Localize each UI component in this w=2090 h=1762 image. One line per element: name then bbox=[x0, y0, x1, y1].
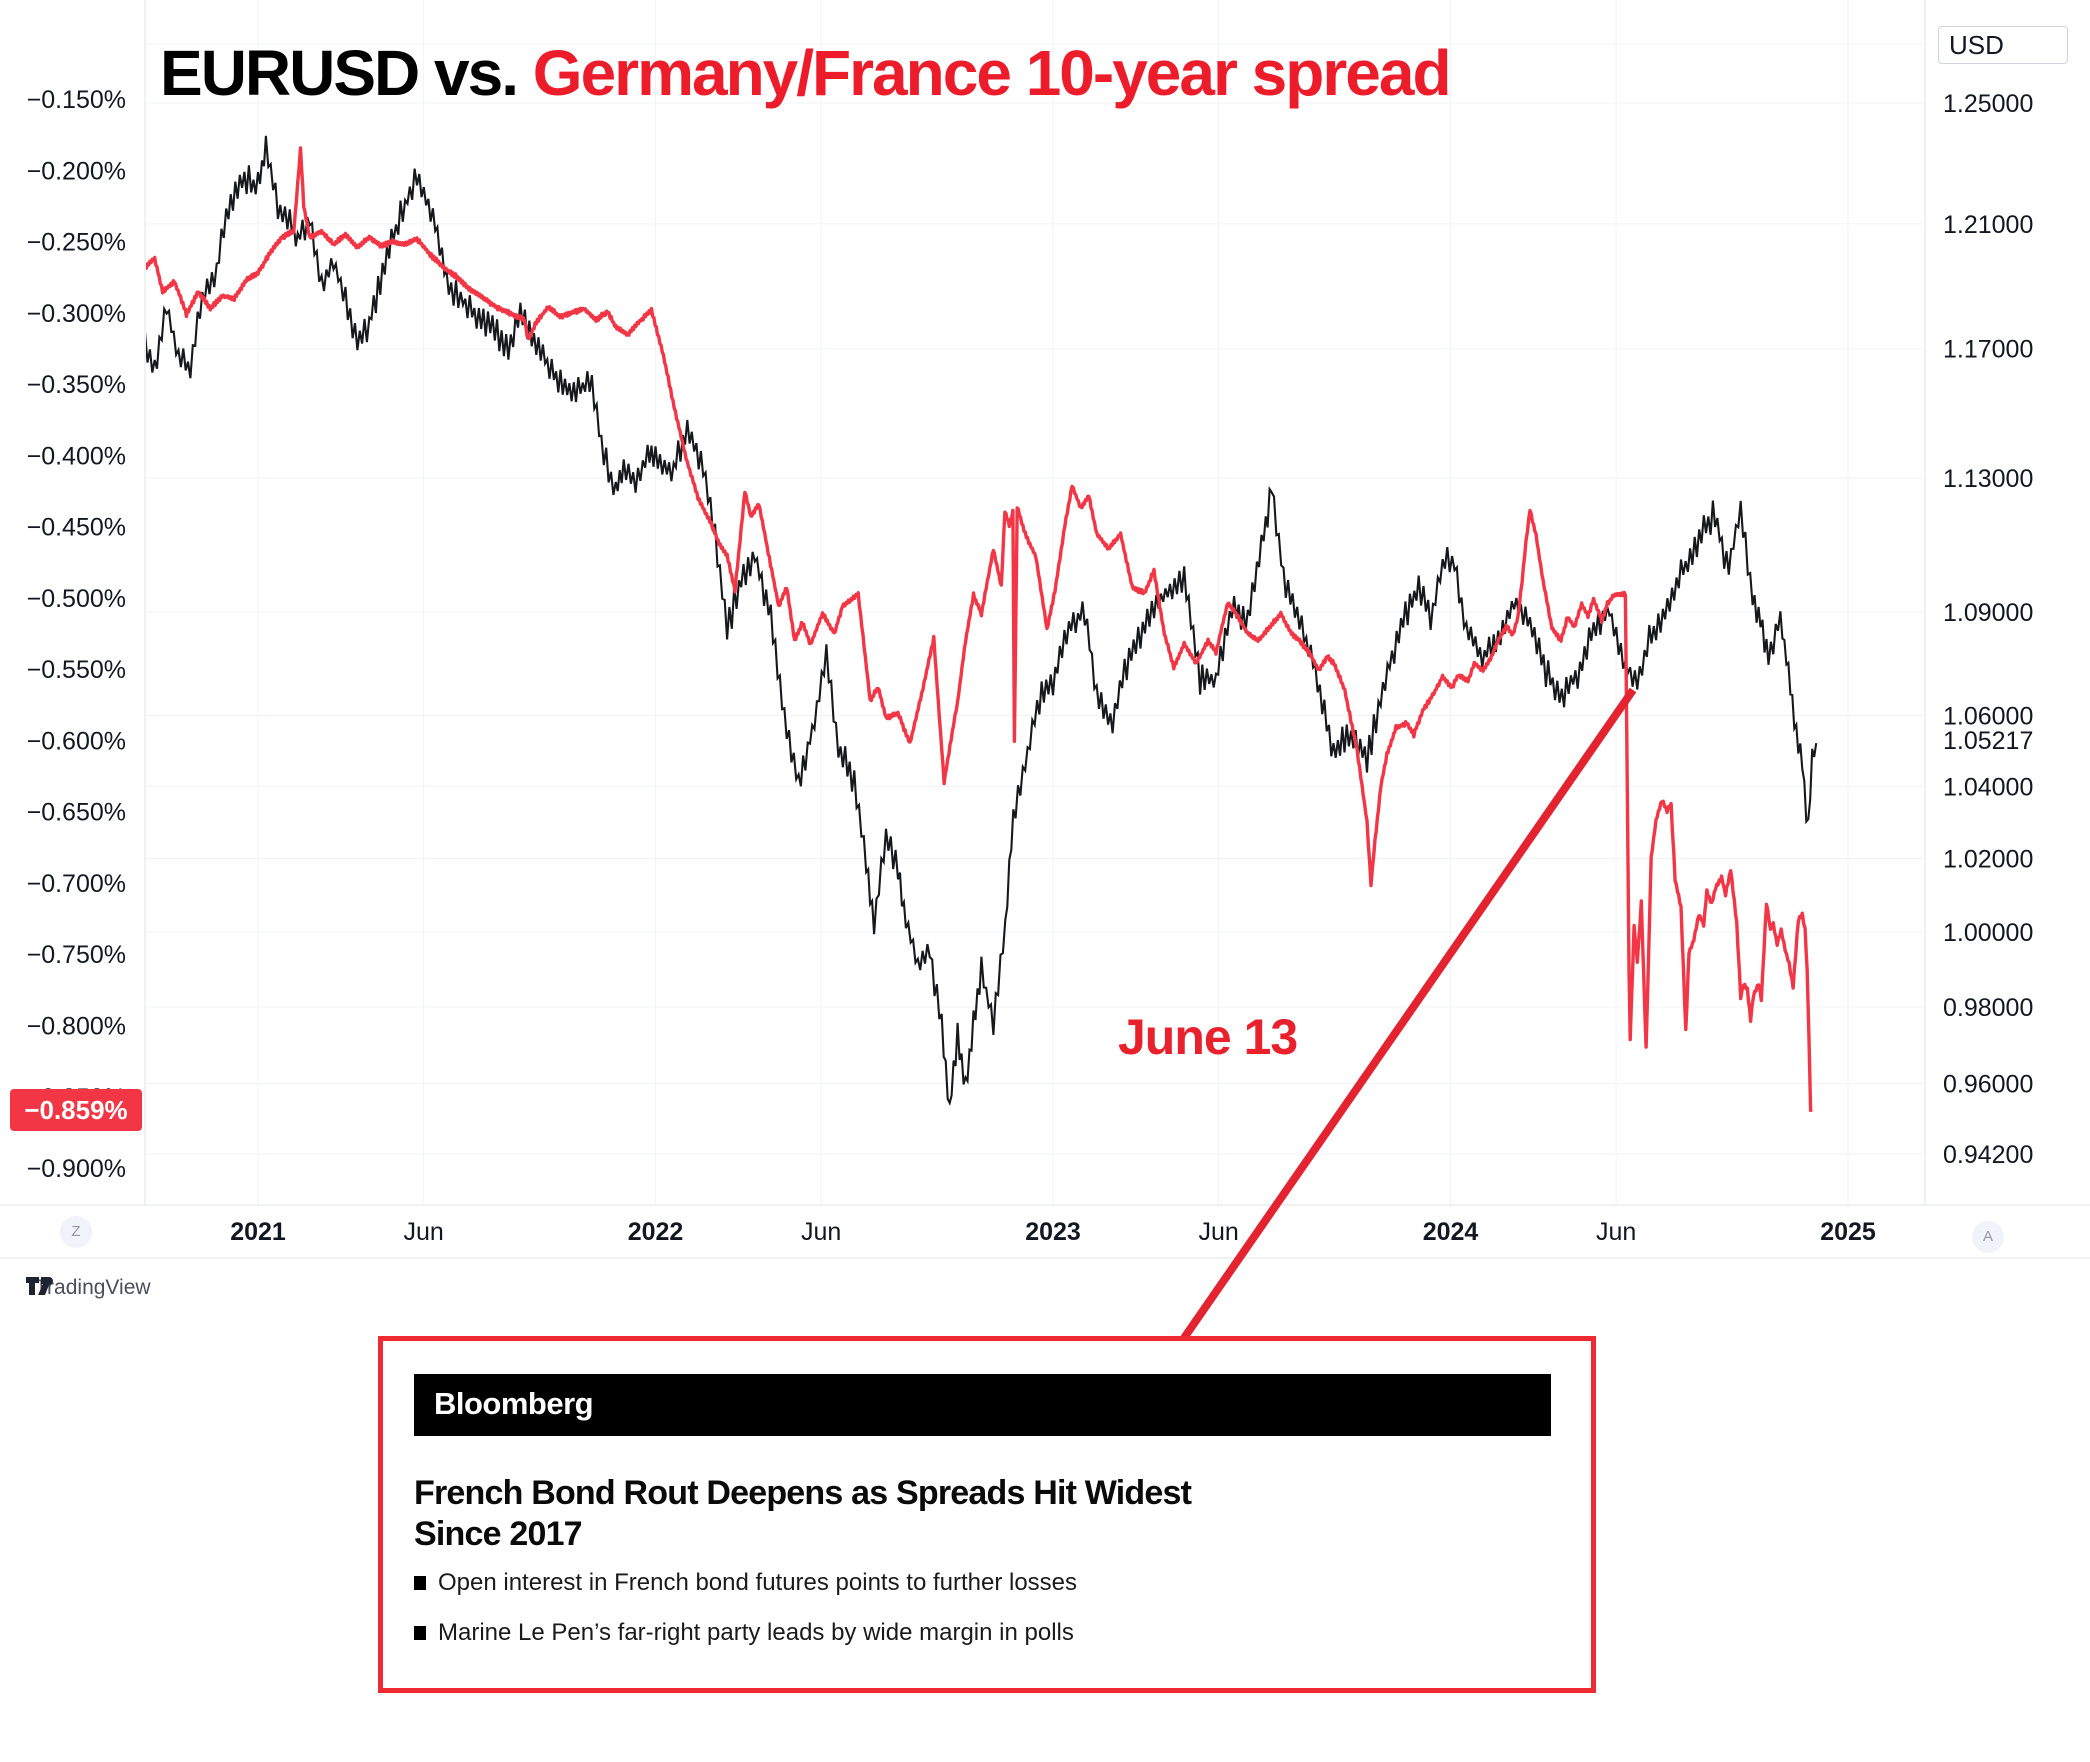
x-axis-tick-label[interactable]: Jun bbox=[403, 1218, 443, 1246]
news-headline[interactable]: French Bond Rout Deepens as Spreads Hit … bbox=[414, 1473, 1192, 1555]
left-axis-tick-label[interactable]: −0.700% bbox=[27, 870, 126, 898]
x-axis-tick-label[interactable]: 2022 bbox=[628, 1218, 684, 1246]
price-chart-canvas[interactable]: −0.150% −0.200% −0.250% −0.300% −0.350% −0.40… bbox=[0, 0, 2090, 1300]
right-axis-tick-label[interactable]: 0.98000 bbox=[1943, 994, 2033, 1022]
chart-title-compare: Germany/France 10-year spread bbox=[532, 37, 1452, 109]
eurusd-series-line[interactable] bbox=[145, 135, 1818, 1107]
bloomberg-news-callout[interactable]: Bloomberg French Bond Rout Deepens as Sp… bbox=[378, 1336, 1596, 1693]
bloomberg-brand-bar: Bloomberg bbox=[414, 1374, 1551, 1436]
spread-value-badge: −0.859% bbox=[10, 1088, 142, 1131]
left-axis-tick-label[interactable]: −0.550% bbox=[27, 656, 126, 684]
right-axis-tick-label[interactable]: 0.96000 bbox=[1943, 1071, 2033, 1099]
right-axis-tick-label[interactable]: 1.06000 bbox=[1943, 703, 2033, 731]
x-axis-tick-label[interactable]: Jun bbox=[1596, 1218, 1636, 1246]
right-axis-tick-label[interactable]: 1.02000 bbox=[1943, 845, 2033, 873]
left-axis-tick-label[interactable]: −0.450% bbox=[27, 514, 126, 542]
right-axis-tick-label[interactable]: 1.09000 bbox=[1943, 599, 2033, 627]
currency-label-box[interactable]: USD bbox=[1938, 26, 2068, 64]
june13-annotation-label: June 13 bbox=[1118, 1009, 1298, 1065]
news-bullet-item: Open interest in French bond futures poi… bbox=[414, 1569, 1077, 1597]
square-bullet-icon bbox=[414, 1576, 426, 1590]
news-bullet-item: Marine Le Pen’s far-right party leads by… bbox=[414, 1619, 1077, 1647]
june13-annotation-line bbox=[1180, 687, 1637, 1341]
x-axis-tick-label[interactable]: 2023 bbox=[1025, 1218, 1081, 1246]
right-axis-tick-label[interactable]: 1.25000 bbox=[1943, 90, 2033, 118]
news-bullet-text: Open interest in French bond futures poi… bbox=[438, 1569, 1078, 1596]
left-axis-tick-label[interactable]: −0.250% bbox=[27, 229, 126, 257]
right-axis-tick-label[interactable]: 1.17000 bbox=[1943, 336, 2033, 364]
x-axis-tick-label[interactable]: Jun bbox=[1198, 1218, 1238, 1246]
square-bullet-icon bbox=[414, 1626, 426, 1640]
x-axis-tick-label[interactable]: 2024 bbox=[1423, 1218, 1479, 1246]
left-axis-tick-label[interactable]: −0.300% bbox=[27, 300, 126, 328]
x-axis-tick-label[interactable]: Jun bbox=[801, 1218, 841, 1246]
news-headline-line2: Since 2017 bbox=[414, 1515, 583, 1553]
right-axis-tick-label[interactable]: 1.04000 bbox=[1943, 773, 2033, 801]
left-axis-tick-label[interactable]: −0.200% bbox=[27, 157, 126, 185]
bloomberg-brand-text: Bloomberg bbox=[434, 1386, 594, 1421]
left-axis-tick-label[interactable]: −0.600% bbox=[27, 727, 126, 755]
tradingview-logo[interactable]: TradingView bbox=[26, 1276, 151, 1300]
last-price-label: 1.05217 bbox=[1943, 727, 2034, 756]
left-axis-tick-label[interactable]: −0.800% bbox=[27, 1013, 126, 1041]
left-axis-tick-label[interactable]: −0.900% bbox=[27, 1155, 126, 1183]
chart-title-symbol: EURUSD vs. bbox=[160, 37, 533, 109]
left-axis-tick-label[interactable]: −0.500% bbox=[27, 585, 126, 613]
news-headline-line1: French Bond Rout Deepens as Spreads Hit … bbox=[414, 1474, 1192, 1512]
x-axis-tick-label[interactable]: 2021 bbox=[230, 1218, 286, 1246]
auto-scale-button[interactable]: A bbox=[1972, 1221, 2004, 1253]
left-axis-tick-label[interactable]: −0.350% bbox=[27, 371, 126, 399]
right-axis-tick-label[interactable]: 1.21000 bbox=[1943, 211, 2033, 239]
news-bullet-text: Marine Le Pen’s far-right party leads by… bbox=[438, 1619, 1074, 1646]
zoom-out-button[interactable]: Z bbox=[60, 1216, 92, 1248]
news-bullets: Open interest in French bond futures poi… bbox=[414, 1569, 1077, 1669]
left-axis-tick-label[interactable]: −0.400% bbox=[27, 442, 126, 470]
left-axis-tick-label[interactable]: −0.750% bbox=[27, 941, 126, 969]
left-axis-tick-label[interactable]: −0.150% bbox=[27, 86, 126, 114]
spread-series-line[interactable] bbox=[145, 146, 1813, 1113]
x-axis-tick-label[interactable]: 2025 bbox=[1820, 1218, 1876, 1246]
right-axis-tick-label[interactable]: 0.94200 bbox=[1943, 1141, 2033, 1169]
right-axis-tick-label[interactable]: 1.00000 bbox=[1943, 919, 2033, 947]
left-axis-tick-label[interactable]: −0.650% bbox=[27, 799, 126, 827]
chart-title: EURUSD vs. Germany/France 10-year spread bbox=[160, 36, 1452, 110]
tradingview-logo-text: TradingView bbox=[35, 1276, 151, 1299]
right-axis-tick-label[interactable]: 1.13000 bbox=[1943, 465, 2033, 493]
